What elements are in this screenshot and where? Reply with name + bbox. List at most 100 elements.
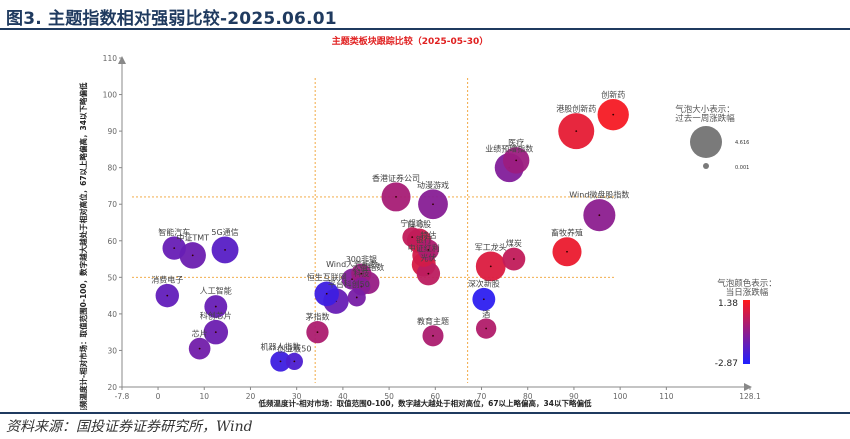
bubble-label: 酒 <box>482 310 490 319</box>
bubble-center-dot <box>515 159 518 162</box>
x-axis-arrow <box>744 383 752 391</box>
bubble-chart: 主题类板块跟踪比较（2025-05-30） -7.8 0 10 20 30 40 50 60 7… <box>78 35 777 410</box>
source-note: 资料来源：国投证券证券研究所，Wind <box>6 419 253 435</box>
bubble-label: 军工龙头 <box>475 242 507 252</box>
bubble-label: 港股创新药 <box>556 104 596 114</box>
bubble-center-dot <box>395 196 397 198</box>
bubble-center-dot <box>224 249 226 251</box>
bubble-center-dot <box>214 305 217 308</box>
x-tick-label: -7.8 <box>115 392 130 401</box>
bubble-label: 医疗 <box>508 138 524 148</box>
y-axis-label: 高频温度计-相对市场：取值范围0-100，数字越大越处于相对高位，67以上略偏高… <box>78 82 88 410</box>
x-tick-label: 0 <box>156 392 161 401</box>
color-legend-max: 1.38 <box>718 299 738 309</box>
y-tick-label: 60 <box>107 237 117 246</box>
legend-title-line: 气泡颜色表示： <box>717 278 777 289</box>
bubble-label: 白马股 <box>407 219 431 229</box>
color-legend-bar <box>743 300 750 364</box>
x-tick-label: 90 <box>569 392 579 401</box>
bubble-label: 科创芯片 <box>200 310 232 320</box>
bubble-label: 科创50 <box>344 279 370 289</box>
size-legend-max: 4.616 <box>735 140 749 146</box>
bubble-label: 动漫游戏 <box>417 180 449 190</box>
bubble-label: 煤炭 <box>506 238 522 248</box>
bubble-center-dot <box>432 334 434 337</box>
bubble-label: 恒生互联网 <box>307 272 347 282</box>
size-legend-title: 气泡大小表示：过去一周涨跌幅 <box>675 104 735 124</box>
bubble-label: 宁组合 <box>400 218 424 228</box>
size-legend-large-bubble <box>690 126 722 158</box>
bottom-rule <box>0 412 850 414</box>
legend-title-line: 气泡大小表示： <box>675 104 735 115</box>
bubble-label: 300非银 <box>346 254 377 264</box>
bubble-label: Wind人气指数 <box>326 259 378 269</box>
bubble-center-dot <box>166 294 169 297</box>
x-tick-label: 100 <box>613 392 628 401</box>
x-tick-label: 20 <box>246 392 256 401</box>
color-legend-min: -2.87 <box>715 359 738 369</box>
bubble-label: 芯片 <box>192 328 208 338</box>
bubble-label: 创新药 <box>601 90 625 100</box>
bubble-label: 中证红利 <box>408 243 440 253</box>
bubble-label: 消费电子 <box>151 274 183 284</box>
bubble-label: 科技 <box>353 268 369 278</box>
bubble-center-dot <box>427 249 430 251</box>
bubble-center-dot <box>566 250 568 253</box>
bubble-center-dot <box>612 113 615 116</box>
legend-title-line: 当日涨跌幅 <box>726 287 769 298</box>
size-legend-min: 0.001 <box>735 165 749 171</box>
bubble-label: 平台 <box>328 279 344 289</box>
legend-title-line: 过去一周涨跌幅 <box>675 113 735 124</box>
y-tick-label: 50 <box>107 273 117 282</box>
bubble-center-dot <box>485 327 488 330</box>
x-tick-label: 128.1 <box>739 392 761 401</box>
x-tick-label: 70 <box>477 392 487 401</box>
bubble-label: 畜牧养殖 <box>551 228 583 238</box>
bubble-label: Wind微盘股指数 <box>569 190 629 200</box>
axes: -7.8 0 10 20 30 40 50 60 70 80 90 100 110 128.1 20 30 40… <box>103 54 761 401</box>
bubble-center-dot <box>482 298 485 301</box>
bubble-label: 教育主题 <box>417 316 449 326</box>
y-tick-label: 90 <box>107 127 117 136</box>
bubble-label: 深次新股 <box>468 278 500 288</box>
bubble-center-dot <box>316 331 319 334</box>
top-rule <box>0 28 850 30</box>
bubble-center-dot <box>325 292 328 295</box>
bubble-center-dot <box>214 331 217 334</box>
y-tick-label: 110 <box>103 54 118 63</box>
bubble-center-dot <box>598 214 601 217</box>
y-tick-label: 70 <box>107 200 117 209</box>
bubble-center-dot <box>355 296 358 299</box>
bubble-label: 光伏 <box>420 252 436 262</box>
bubble-center-dot <box>432 203 434 206</box>
x-tick-label: 30 <box>292 392 302 401</box>
y-axis-arrow <box>118 56 126 64</box>
x-tick-label: 110 <box>659 392 674 401</box>
x-axis-label: 低频温度计-相对市场：取值范围0-100，数字越大越处于相对高位，67以上略偏高… <box>258 398 592 408</box>
size-legend: 气泡大小表示：过去一周涨跌幅 4.616 0.001 <box>675 104 749 171</box>
bubble-center-dot <box>360 285 363 288</box>
bubble-center-dot <box>279 360 282 363</box>
bubble-center-dot <box>360 272 363 275</box>
bubble-center-dot <box>427 272 430 275</box>
bubble-label: 业绩预增指数 <box>485 144 533 154</box>
color-legend: 气泡颜色表示：当日涨跌幅 1.38 -2.87 <box>715 278 777 369</box>
bubble-label: 特估 <box>420 230 436 240</box>
bubble-label: 香港证券公司 <box>372 173 420 183</box>
bubble-center-dot <box>512 258 515 260</box>
figure-title: 图3. 主题指数相对强弱比较-2025.06.01 <box>6 9 337 29</box>
bubble-center-dot <box>293 360 296 363</box>
chart-title: 主题类板块跟踪比较（2025-05-30） <box>332 35 489 47</box>
bubble-label: 中证TMT <box>176 233 209 243</box>
x-tick-label: 60 <box>431 392 441 401</box>
bubble-center-dot <box>191 254 194 257</box>
bubble-center-dot <box>411 236 414 239</box>
y-tick-label: 100 <box>103 91 118 100</box>
size-legend-small-bubble <box>703 163 709 169</box>
bubble-center-dot <box>575 130 578 133</box>
bubble-center-dot <box>173 247 176 249</box>
bubbles <box>155 99 629 372</box>
x-tick-label: 50 <box>384 392 394 401</box>
bubble-label: 大盘指数 <box>352 262 384 272</box>
